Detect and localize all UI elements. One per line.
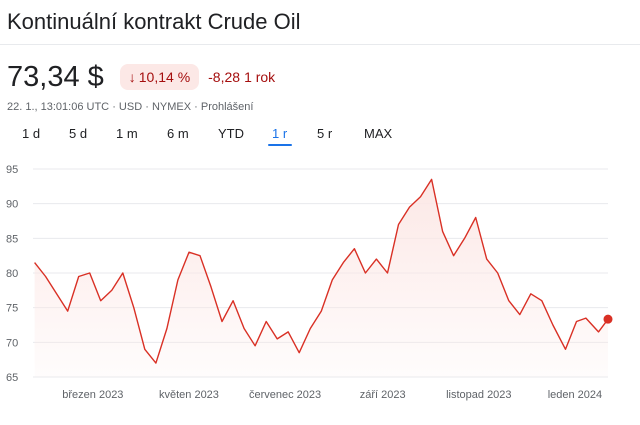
price-line	[34, 178, 609, 364]
data-point	[177, 279, 179, 281]
data-point	[453, 255, 455, 257]
meta-separator: ·	[145, 101, 149, 113]
range-tabs: 1 d 5 d 1 m 6 m YTD 1 r 5 r MAX	[0, 126, 640, 150]
data-point	[188, 251, 190, 253]
data-point	[111, 289, 113, 291]
data-point	[364, 272, 366, 274]
data-point	[386, 272, 388, 274]
data-point	[254, 345, 256, 347]
price-area	[34, 179, 609, 377]
y-tick-label: 85	[6, 233, 18, 245]
y-tick-label: 95	[6, 164, 18, 176]
page-title: Kontinuální kontrakt Crude Oil	[7, 9, 301, 34]
price-chart[interactable]: 65 70 75 80 85 90 95 březen 2023 květen 2023 červ…	[0, 155, 640, 425]
x-tick-label: září 2023	[360, 389, 406, 401]
data-point	[221, 321, 223, 323]
data-point	[497, 272, 499, 274]
data-point	[56, 293, 58, 295]
tab-max[interactable]: MAX	[364, 126, 393, 141]
data-point	[199, 255, 201, 257]
current-price: 73,34 $	[7, 60, 104, 93]
quote-meta: 22. 1., 13:01:06 UTC · USD · NYMEX · Pro…	[7, 101, 253, 113]
data-point	[100, 300, 102, 302]
x-tick-label: leden 2024	[548, 389, 602, 401]
meta-separator: ·	[194, 101, 198, 113]
tab-5-days[interactable]: 5 d	[69, 126, 88, 141]
active-tab-indicator	[268, 144, 292, 146]
tab-5-years[interactable]: 5 r	[317, 126, 333, 141]
percent-change-value: 10,14 %	[138, 69, 191, 85]
disclaimer-link[interactable]: Prohlášení	[200, 101, 254, 113]
data-point	[210, 286, 212, 288]
y-tick-label: 75	[6, 303, 18, 315]
data-point	[420, 196, 422, 198]
data-point	[265, 321, 267, 323]
data-point	[287, 331, 289, 333]
y-tick-label: 65	[6, 372, 18, 384]
data-point	[243, 327, 245, 329]
data-point	[353, 248, 355, 250]
data-point	[133, 307, 135, 309]
percent-change-badge: ↓ 10,14 %	[119, 64, 200, 90]
data-point	[155, 362, 157, 364]
data-point	[431, 178, 433, 180]
data-point	[486, 258, 488, 260]
data-point	[67, 310, 69, 312]
tab-ytd[interactable]: YTD	[218, 126, 244, 141]
tab-1-month[interactable]: 1 m	[116, 126, 138, 141]
x-tick-label: květen 2023	[159, 389, 219, 401]
data-point	[519, 314, 521, 316]
data-point	[122, 272, 124, 274]
data-point	[541, 300, 543, 302]
x-tick-label: březen 2023	[62, 389, 123, 401]
data-point	[564, 348, 566, 350]
y-tick-label: 80	[6, 268, 18, 280]
data-point	[320, 310, 322, 312]
tab-6-months[interactable]: 6 m	[167, 126, 189, 141]
data-point	[464, 237, 466, 239]
data-point	[508, 300, 510, 302]
x-tick-label: listopad 2023	[446, 389, 511, 401]
data-point	[331, 279, 333, 281]
data-point	[276, 338, 278, 340]
data-point	[475, 217, 477, 219]
data-point	[78, 275, 80, 277]
y-tick-label: 70	[6, 337, 18, 349]
tab-1-day[interactable]: 1 d	[22, 126, 41, 141]
data-point	[375, 258, 377, 260]
data-point	[298, 352, 300, 354]
absolute-change: -8,28	[208, 69, 241, 85]
quote-row: 73,34 $ ↓ 10,14 % -8,28 1 rok	[7, 60, 275, 94]
data-point	[442, 230, 444, 232]
data-point	[144, 348, 146, 350]
data-point	[397, 223, 399, 225]
header-divider	[0, 44, 640, 45]
data-point	[585, 317, 587, 319]
data-point	[530, 293, 532, 295]
y-tick-label: 90	[6, 199, 18, 211]
x-tick-label: červenec 2023	[249, 389, 321, 401]
quote-currency: USD	[118, 101, 143, 113]
data-point	[89, 272, 91, 274]
data-point	[409, 206, 411, 208]
data-point	[45, 275, 47, 277]
data-point	[34, 262, 36, 264]
data-point	[342, 262, 344, 264]
change-period: 1 rok	[244, 69, 276, 85]
data-point	[166, 327, 168, 329]
quote-timestamp: 22. 1., 13:01:06 UTC	[7, 101, 110, 113]
tab-1-year[interactable]: 1 r	[272, 126, 288, 141]
data-point	[552, 324, 554, 326]
meta-separator: ·	[112, 101, 116, 113]
data-point	[309, 327, 311, 329]
data-point	[575, 321, 577, 323]
arrow-down-icon: ↓	[128, 69, 136, 85]
data-point	[598, 331, 600, 333]
data-point	[232, 300, 234, 302]
quote-exchange: NYMEX	[151, 101, 192, 113]
last-price-marker	[603, 314, 613, 324]
